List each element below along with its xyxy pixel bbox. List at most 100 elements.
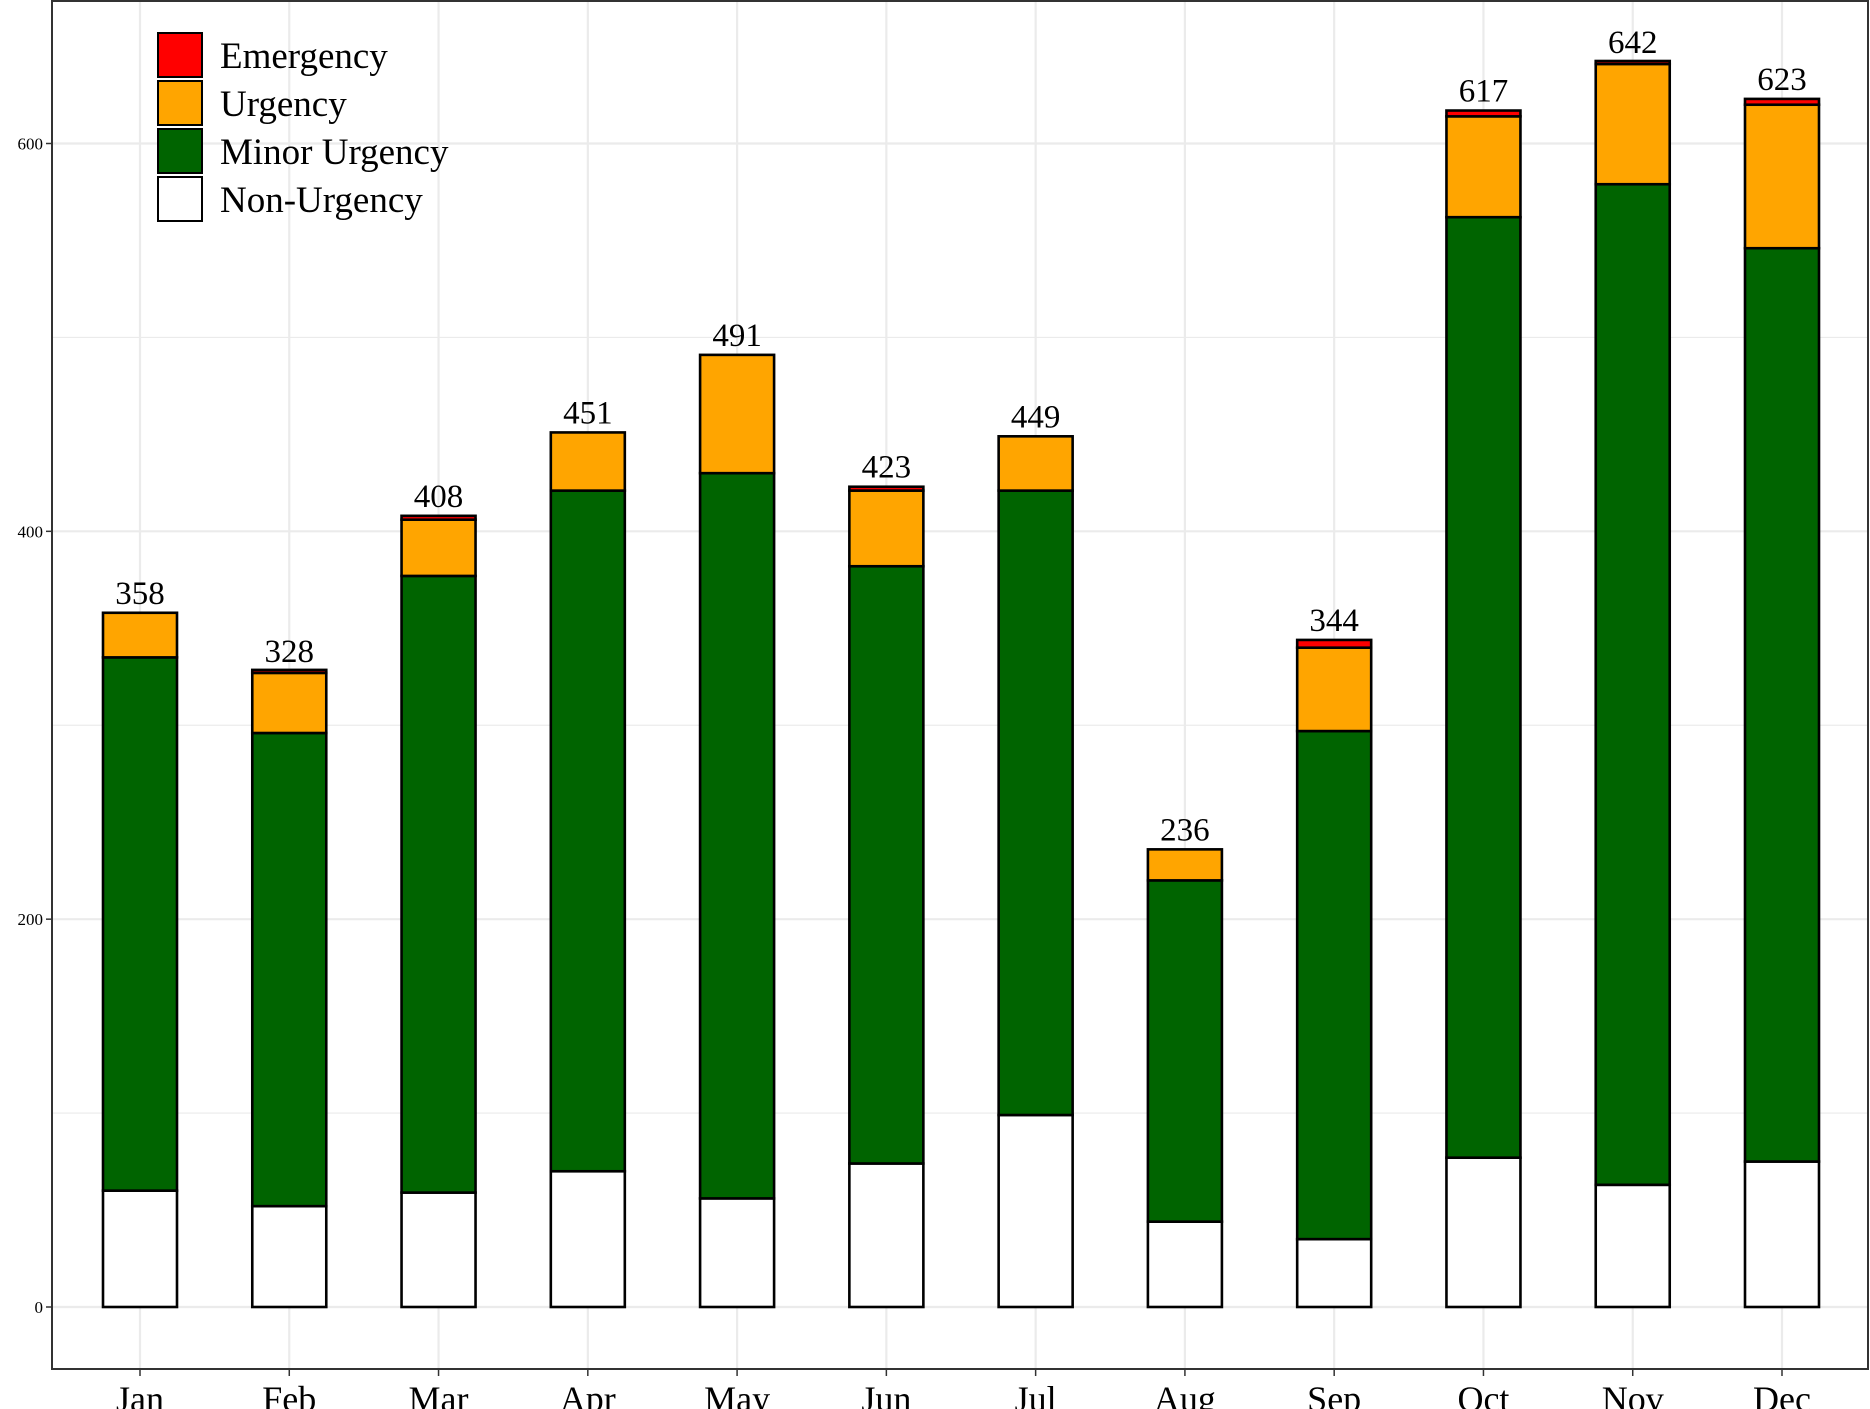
legend-key-urgency [157,80,203,126]
x-tick-label: Jun [861,1379,911,1409]
bar-segment-urgency [549,431,627,492]
bar-stack-jul [997,435,1074,1309]
bar-total-label: 423 [862,450,912,486]
bar-segment-urgency [400,518,477,578]
bar-total-label: 408 [414,479,464,515]
bar-total-label: 491 [712,318,762,354]
bar-stack-may [698,353,776,1309]
bar-stack-feb [250,668,328,1309]
bar-stack-apr [549,431,627,1309]
legend-label: Urgency [220,84,347,125]
bar-segment-non-urgency [997,1113,1074,1309]
x-tick-label: Jul [1015,1379,1057,1409]
bar-total-label: 617 [1459,74,1509,110]
x-axis: Jan Feb Mar Apr May Jun Jul Aug Sep Oct Nov Dec [116,1369,1811,1409]
bar-total-labels: 358 328 408 451 491 423 449 236 344 617 642 623 [115,25,1807,848]
bar-total-label: 449 [1011,399,1061,435]
bar-segment-non-urgency [549,1169,627,1309]
bar-segment-minor-urgency [250,731,328,1208]
bar-segment-non-urgency [1743,1160,1821,1309]
bar-segment-non-urgency [250,1204,328,1309]
bar-segment-minor-urgency [1445,215,1522,1159]
bar-segment-urgency [997,435,1074,492]
bar-segment-emergency [1743,97,1821,107]
x-tick-label: Apr [560,1379,616,1409]
legend-label: Emergency [220,36,388,77]
bar-total-label: 236 [1160,812,1210,848]
bar-segment-minor-urgency [698,471,776,1200]
bar-segment-minor-urgency [1594,182,1672,1187]
bar-segment-urgency [1594,62,1672,186]
bar-segment-emergency [848,485,925,492]
bar-segment-minor-urgency [1146,879,1224,1223]
bar-total-label: 358 [115,576,165,612]
x-tick-label: Feb [262,1379,316,1409]
bar-segment-non-urgency [1295,1237,1373,1309]
bar-segment-non-urgency [101,1189,179,1309]
bar-total-label: 451 [563,395,613,431]
bar-segment-minor-urgency [997,489,1074,1117]
legend-label: Non-Urgency [220,180,423,221]
bar-segment-emergency [1594,59,1672,66]
bar-stack-dec [1743,97,1821,1309]
bar-segment-urgency [848,489,925,568]
x-tick-label: Sep [1307,1379,1361,1409]
bar-segment-non-urgency [1146,1220,1224,1309]
bar-segment-non-urgency [1594,1183,1672,1309]
bar-stack-aug [1146,848,1224,1309]
bar-segment-emergency [1445,109,1522,118]
bar-stack-sep [1295,638,1373,1309]
plot-background [52,1,1868,1369]
y-tick-label: 0 [35,1298,44,1317]
bar-segment-minor-urgency [1743,246,1821,1163]
legend-key-minor-urgency [157,128,203,174]
x-tick-label: Jan [116,1379,164,1409]
x-tick-label: Dec [1753,1379,1811,1409]
bar-segment-emergency [250,668,328,675]
bar-segment-urgency [1743,103,1821,250]
plot-border [51,0,1869,1370]
bar-stack-jan [101,611,179,1309]
bar-segment-minor-urgency [400,574,477,1194]
legend: Emergency Urgency Minor Urgency Non-Urgency [157,32,449,222]
bar-segment-non-urgency [1445,1156,1522,1309]
bar-segment-urgency [250,671,328,735]
legend-key-emergency [157,32,203,78]
bar-total-label: 344 [1309,603,1359,639]
bar-segment-urgency [101,611,179,659]
bar-segment-non-urgency [848,1162,925,1309]
bar-total-label: 642 [1608,25,1658,61]
bar-segment-minor-urgency [1295,729,1373,1241]
bar-stack-mar [400,514,477,1309]
x-tick-label: Mar [409,1379,469,1409]
bar-segment-minor-urgency [101,656,179,1192]
bar-segment-urgency [698,353,776,475]
bar-stack-oct [1445,109,1522,1309]
bar-segment-urgency [1295,646,1373,733]
bar-total-label: 623 [1757,62,1807,98]
bar-stack-jun [848,485,925,1309]
x-tick-label: Oct [1457,1379,1509,1409]
bar-stack-nov [1594,59,1672,1309]
bar-total-label: 328 [265,634,315,670]
x-tick-label: Nov [1602,1379,1664,1409]
bars [101,59,1821,1309]
legend-key-non-urgency [157,176,203,222]
legend-label: Minor Urgency [220,132,449,173]
bar-segment-non-urgency [400,1191,477,1309]
bar-segment-minor-urgency [848,564,925,1165]
x-tick-label: May [704,1379,770,1409]
y-axis: 0 200 400 600 [18,135,52,1317]
bar-segment-emergency [1295,638,1373,649]
bar-segment-urgency [1146,848,1224,882]
y-tick-label: 400 [18,522,44,541]
bar-segment-urgency [1445,115,1522,219]
bar-segment-minor-urgency [549,489,627,1173]
y-tick-label: 200 [18,910,44,929]
bar-segment-non-urgency [698,1197,776,1309]
y-tick-label: 600 [18,135,44,154]
bar-segment-emergency [400,514,477,521]
x-tick-label: Aug [1154,1379,1216,1409]
